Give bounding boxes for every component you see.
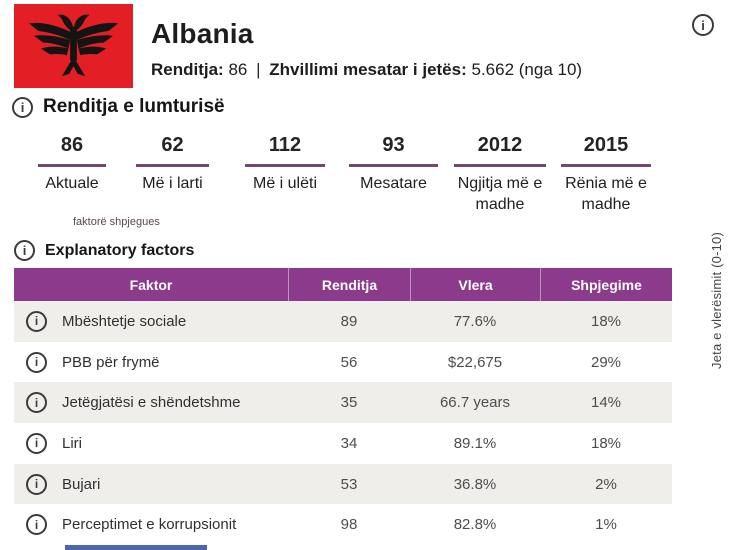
table-body: Mbështetje sociale 89 77.6% 18% PBB për … [14, 301, 672, 546]
factor-label: Bujari [62, 475, 101, 493]
life-evaluation-axis-label: Jeta e vlerësimit (0-10) [709, 231, 724, 369]
stat-value: 112 [245, 134, 325, 167]
value-cell: 77.6% [453, 312, 497, 330]
stat-label: Rënia më e madhe [565, 175, 647, 213]
footnote: faktorë shpjegues [73, 216, 160, 228]
info-icon[interactable] [26, 392, 47, 414]
info-icon[interactable] [692, 14, 714, 36]
stat-label: Ngjitja më e madhe [457, 175, 543, 213]
rank-cell: 34 [340, 434, 358, 452]
factor-label: Liri [62, 434, 83, 452]
table-row: Jetëgjatësi e shëndetshme 35 66.7 years … [14, 382, 672, 424]
stat-lowest: 112 Më i ulëti [245, 134, 325, 195]
rank-label: Renditja: [151, 60, 224, 79]
avg-life-label: Zhvillimi mesatar i jetës: [269, 60, 467, 79]
rank-cell: 89 [340, 312, 358, 330]
info-icon[interactable] [26, 432, 47, 454]
stat-highest: 62 Më i larti [136, 134, 209, 195]
table-row: Perceptimet e korrupsionit 98 82.8% 1% [14, 504, 672, 546]
stat-label: Më i ulëti [252, 175, 318, 192]
factor-label: Perceptimet e korrupsionit [62, 516, 237, 534]
factor-cell: Liri [14, 432, 288, 454]
happiness-stats: 86 Aktuale 62 Më i larti 112 Më i ulëti … [0, 134, 732, 214]
info-icon[interactable] [12, 96, 33, 118]
stat-value: 86 [38, 134, 106, 167]
avg-life-suffix: (nga 10) [518, 60, 583, 79]
factor-label: PBB për frymë [62, 353, 160, 371]
explains-cell: 1% [595, 516, 617, 534]
separator: | [256, 60, 261, 79]
stat-average: 93 Mesatare [349, 134, 438, 195]
table-row: Mbështetje sociale 89 77.6% 18% [14, 301, 672, 342]
section-title: Renditja e lumturisë [43, 96, 225, 117]
factors-section-header: Explanatory factors [14, 240, 194, 261]
info-icon[interactable] [26, 310, 47, 332]
explains-cell: 14% [590, 394, 622, 412]
info-icon[interactable] [26, 514, 47, 536]
factor-cell: PBB për frymë [14, 351, 288, 373]
stat-label: Mesatare [360, 175, 427, 192]
rank-cell: 56 [340, 353, 358, 371]
country-subtitle: Renditja: 86 | Zhvillimi mesatar i jetës… [151, 60, 582, 80]
explains-cell: 18% [590, 434, 622, 452]
column-header-rank: Renditja [288, 268, 410, 301]
value-cell: 89.1% [453, 434, 497, 452]
section-title: Explanatory factors [45, 241, 195, 259]
factor-cell: Jetëgjatësi e shëndetshme [14, 392, 288, 414]
stat-value: 93 [349, 134, 438, 167]
stat-label: Më i larti [142, 175, 203, 192]
value-cell: 66.7 years [439, 394, 511, 412]
happiness-section-header: Renditja e lumturisë [12, 96, 225, 118]
factor-cell: Bujari [14, 473, 288, 495]
stat-biggest-rise: 2012 Ngjitja më e madhe [454, 134, 546, 216]
table-row: Liri 34 89.1% 18% [14, 423, 672, 464]
rank-value: 86 [228, 60, 248, 79]
stat-value: 2012 [454, 134, 546, 167]
factors-table: Faktor Renditja Vlera Shpjegime Mbështet… [14, 268, 672, 546]
explains-cell: 29% [590, 353, 622, 371]
stat-label: Aktuale [45, 175, 99, 192]
avg-life-value: 5.662 [471, 60, 515, 79]
stat-value: 2015 [561, 134, 651, 167]
table-header-row: Faktor Renditja Vlera Shpjegime [14, 268, 672, 301]
info-icon[interactable] [14, 240, 35, 261]
cutoff-bottom-element [65, 545, 207, 550]
rank-cell: 53 [340, 475, 358, 493]
value-cell: 82.8% [453, 516, 497, 534]
factor-label: Mbështetje sociale [62, 312, 187, 330]
factor-cell: Mbështetje sociale [14, 310, 288, 332]
factor-label: Jetëgjatësi e shëndetshme [62, 394, 241, 412]
column-header-factor: Faktor [129, 276, 173, 293]
explains-cell: 18% [590, 312, 622, 330]
column-header-value: Vlera [410, 268, 540, 301]
rank-cell: 98 [340, 516, 358, 534]
table-row: Bujari 53 36.8% 2% [14, 463, 672, 505]
table-row: PBB për frymë 56 $22,675 29% [14, 341, 672, 383]
value-cell: $22,675 [447, 353, 503, 371]
stat-biggest-fall: 2015 Rënia më e madhe [561, 134, 651, 216]
albania-flag [14, 4, 133, 88]
explains-cell: 2% [595, 475, 617, 493]
stat-current: 86 Aktuale [38, 134, 106, 195]
stat-value: 62 [136, 134, 209, 167]
rank-cell: 35 [340, 394, 358, 412]
factor-cell: Perceptimet e korrupsionit [14, 514, 288, 536]
value-cell: 36.8% [453, 475, 497, 493]
country-title: Albania [151, 18, 254, 49]
info-icon[interactable] [26, 351, 47, 373]
column-header-explains: Shpjegime [540, 268, 672, 301]
double-headed-eagle-icon [28, 14, 119, 77]
info-icon[interactable] [26, 473, 47, 495]
